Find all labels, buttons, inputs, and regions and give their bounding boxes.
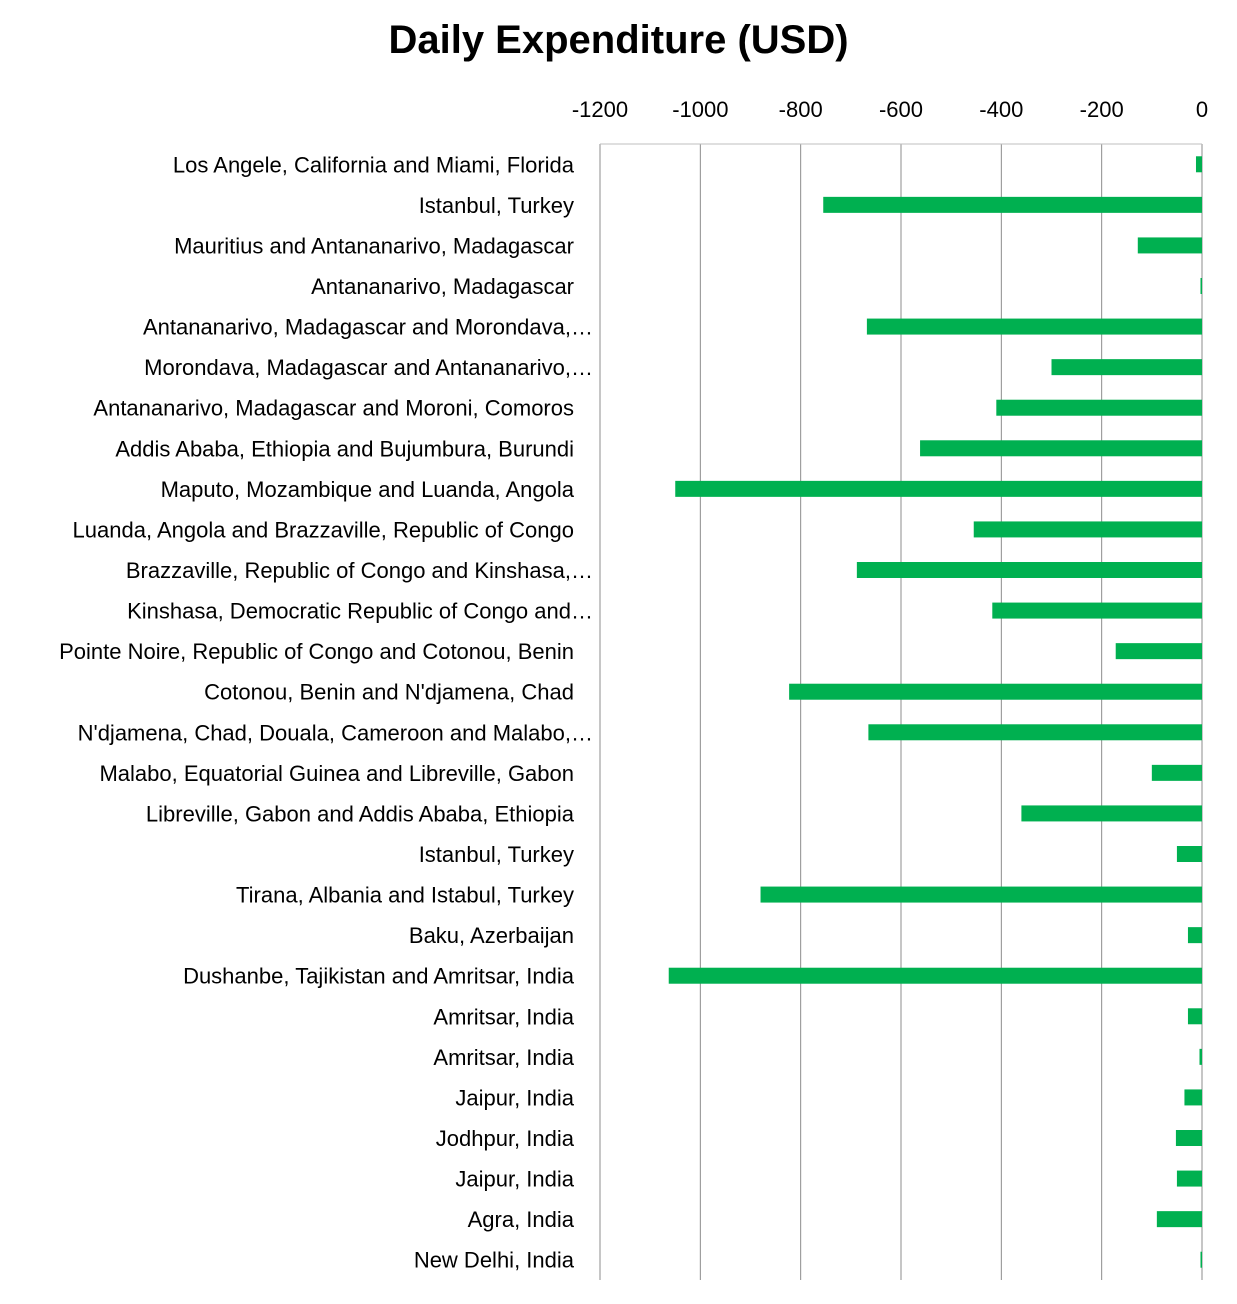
category-label: Amritsar, India xyxy=(433,1004,574,1029)
category-label: Tirana, Albania and Istabul, Turkey xyxy=(236,883,574,908)
category-label: Brazzaville, Republic of Congo and Kinsh… xyxy=(126,558,593,583)
x-tick-label: -1200 xyxy=(572,97,628,122)
category-labels: Los Angele, California and Miami, Florid… xyxy=(59,152,593,1272)
category-label: Los Angele, California and Miami, Florid… xyxy=(173,152,575,177)
category-label: New Delhi, India xyxy=(414,1248,575,1273)
chart-title: Daily Expenditure (USD) xyxy=(388,18,849,62)
x-axis-tick-labels: -1200 -1000 -800 -600 -400 -200 0 xyxy=(572,97,1208,122)
bar xyxy=(1176,1170,1202,1187)
x-tick-label: -400 xyxy=(979,97,1023,122)
bar xyxy=(1187,927,1202,944)
category-label: Istanbul, Turkey xyxy=(419,193,574,218)
bar xyxy=(868,724,1202,741)
gridlines xyxy=(599,143,1203,1280)
bar xyxy=(1156,1211,1202,1228)
bar xyxy=(823,196,1202,213)
bar xyxy=(1200,278,1202,294)
category-label: Amritsar, India xyxy=(433,1045,574,1070)
category-label: Antananarivo, Madagascar and Morondava,… xyxy=(143,315,593,340)
category-label: Luanda, Angola and Brazzaville, Republic… xyxy=(73,517,574,542)
x-tick-label: -200 xyxy=(1080,97,1124,122)
category-label: Antananarivo, Madagascar xyxy=(311,274,574,299)
category-label: Maputo, Mozambique and Luanda, Angola xyxy=(161,477,575,502)
bar xyxy=(1195,156,1202,173)
category-label: Jodhpur, India xyxy=(436,1126,575,1151)
x-tick-label: 0 xyxy=(1196,97,1208,122)
category-label: Istanbul, Turkey xyxy=(419,842,574,867)
category-label: Cotonou, Benin and N'djamena, Chad xyxy=(204,680,574,705)
bar xyxy=(1176,846,1202,862)
bar xyxy=(920,440,1202,457)
category-label: Antananarivo, Madagascar and Moroni, Com… xyxy=(93,396,574,421)
bar xyxy=(856,562,1202,578)
x-tick-label: -600 xyxy=(879,97,923,122)
bar xyxy=(1187,1008,1202,1025)
category-label: Addis Ababa, Ethiopia and Bujumbura, Bur… xyxy=(115,436,574,461)
bar xyxy=(789,683,1202,700)
bars xyxy=(668,156,1202,1268)
bar xyxy=(992,602,1202,619)
bar xyxy=(1175,1130,1202,1146)
bar xyxy=(1115,643,1202,660)
category-label: Libreville, Gabon and Addis Ababa, Ethio… xyxy=(146,801,575,826)
bar xyxy=(760,886,1202,903)
category-label: N'djamena, Chad, Douala, Cameroon and Ma… xyxy=(78,720,593,745)
bar xyxy=(1184,1089,1202,1106)
bar xyxy=(866,318,1202,335)
bar xyxy=(996,399,1202,416)
bar xyxy=(1151,764,1202,781)
x-tick-label: -1000 xyxy=(672,97,728,122)
bar xyxy=(668,967,1202,984)
category-label: Malabo, Equatorial Guinea and Libreville… xyxy=(99,761,574,786)
category-label: Jaipur, India xyxy=(455,1167,574,1192)
category-label: Agra, India xyxy=(468,1207,575,1232)
bar xyxy=(973,521,1202,538)
bar xyxy=(675,480,1202,497)
bar xyxy=(1051,359,1202,376)
bar xyxy=(1021,805,1202,822)
category-label: Mauritius and Antananarivo, Madagascar xyxy=(174,233,574,258)
bar xyxy=(1200,1251,1202,1268)
category-label: Morondava, Madagascar and Antananarivo,… xyxy=(144,355,593,380)
category-label: Jaipur, India xyxy=(455,1085,574,1110)
category-label: Kinshasa, Democratic Republic of Congo a… xyxy=(127,599,593,624)
category-label: Pointe Noire, Republic of Congo and Coto… xyxy=(59,639,574,664)
x-tick-label: -800 xyxy=(779,97,823,122)
bar xyxy=(1137,237,1202,254)
category-label: Baku, Azerbaijan xyxy=(409,923,574,948)
category-label: Dushanbe, Tajikistan and Amritsar, India xyxy=(183,964,575,989)
bar xyxy=(1199,1048,1202,1065)
